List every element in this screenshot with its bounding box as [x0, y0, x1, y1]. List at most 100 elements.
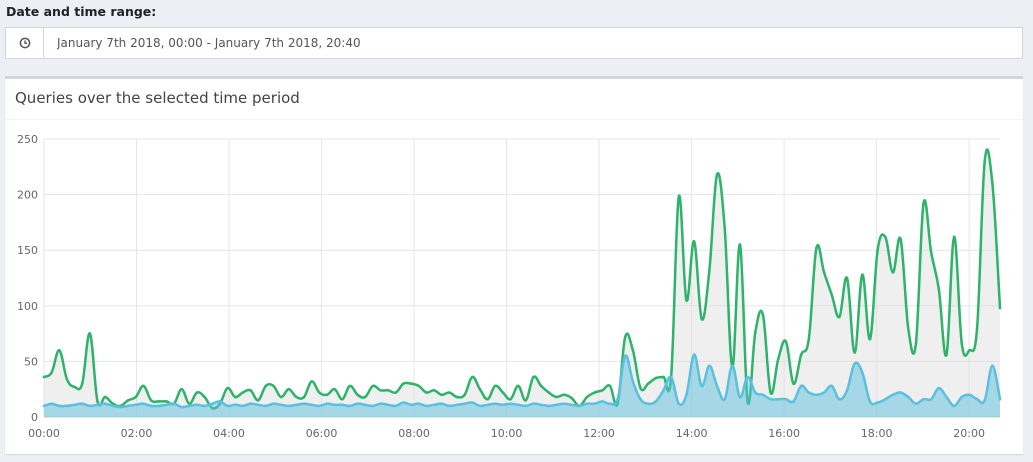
blocked-data-point [692, 353, 696, 357]
x-tick-label: 08:00 [398, 427, 430, 440]
total-data-point [165, 400, 168, 403]
blocked-data-point [386, 403, 390, 407]
date-range-input[interactable] [44, 28, 1022, 58]
x-tick-label: 18:00 [861, 427, 893, 440]
total-data-point [646, 382, 650, 385]
total-data-point [356, 393, 359, 397]
total-data-point [96, 400, 99, 403]
total-data-point [677, 195, 681, 199]
blocked-data-point [669, 375, 673, 379]
blocked-data-point [42, 404, 46, 408]
x-tick-label: 02:00 [121, 427, 153, 440]
blocked-data-point [180, 405, 183, 409]
total-data-point [899, 237, 902, 241]
total-data-point [279, 395, 283, 399]
total-data-point [455, 395, 459, 399]
total-data-point [914, 342, 918, 345]
blocked-data-point [272, 402, 275, 405]
total-data-point [776, 357, 780, 361]
blocked-data-point [379, 402, 382, 405]
total-data-point [807, 337, 811, 341]
blocked-data-point [975, 397, 979, 401]
blocked-data-point [708, 364, 711, 368]
blocked-data-point [723, 397, 726, 401]
blocked-data-point [448, 404, 451, 408]
total-data-point [203, 395, 206, 399]
blocked-data-point [440, 402, 443, 405]
blocked-data-point [256, 403, 260, 407]
clock-icon [19, 37, 30, 49]
blocked-data-point [432, 403, 436, 407]
blocked-data-point [50, 402, 53, 405]
blocked-data-point [455, 403, 459, 407]
total-data-point [325, 393, 329, 397]
queries-chart[interactable]: 0 50 100 150 200 250 00:00 02:00 04:00 06:00 08:00… [5, 79, 1023, 454]
blocked-data-point [195, 403, 199, 407]
total-data-point [738, 243, 742, 246]
blocked-data-point [73, 403, 76, 407]
blocked-data-point [103, 402, 107, 405]
blocked-data-point [203, 404, 206, 408]
blocked-data-point [149, 404, 153, 408]
total-data-point [103, 395, 107, 399]
blocked-data-point [325, 402, 329, 405]
total-data-point [868, 337, 872, 341]
total-data-point [463, 393, 466, 397]
total-data-point [241, 391, 245, 394]
total-data-point [830, 293, 834, 296]
total-data-point [998, 306, 1002, 310]
blocked-data-point [853, 362, 856, 365]
blocked-data-point [623, 354, 627, 358]
blocked-data-point [279, 403, 283, 407]
blocked-data-point [585, 402, 589, 405]
blocked-data-point [356, 402, 359, 405]
total-data-point [425, 391, 428, 394]
total-data-point [692, 240, 696, 243]
blocked-data-point [501, 403, 505, 407]
blocked-data-point [799, 384, 803, 388]
x-tick-label: 16:00 [768, 427, 800, 440]
total-data-point [929, 251, 933, 254]
blocked-data-point [899, 391, 902, 394]
blocked-data-point [891, 393, 895, 397]
date-range-picker[interactable] [5, 27, 1023, 59]
total-data-point [968, 348, 971, 352]
blocked-data-point [363, 403, 367, 407]
total-data-point [340, 397, 344, 401]
total-data-point [601, 389, 604, 392]
total-data-point [822, 271, 826, 274]
total-data-point [952, 235, 956, 239]
blocked-data-point [715, 384, 719, 388]
total-data-point [991, 182, 994, 185]
blocked-data-point [960, 395, 964, 399]
blocked-data-point [769, 397, 772, 401]
blocked-data-point [906, 395, 910, 399]
total-data-point [639, 386, 642, 390]
total-data-point [264, 384, 268, 388]
x-tick-label: 04:00 [213, 427, 245, 440]
date-range-addon[interactable] [6, 28, 44, 58]
total-data-point [42, 375, 46, 379]
blocked-data-point [188, 404, 191, 408]
x-tick-label: 14:00 [676, 427, 708, 440]
total-data-point [555, 395, 558, 399]
y-tick-label: 0 [31, 411, 38, 424]
blocked-data-point [868, 400, 872, 403]
blocked-data-point [639, 397, 642, 401]
blocked-data-point [654, 400, 658, 403]
blocked-data-point [425, 404, 428, 408]
total-data-point [134, 395, 138, 399]
blocked-data-point [753, 391, 757, 394]
y-tick-label: 100 [17, 300, 38, 313]
blocked-data-point [685, 393, 688, 397]
blocked-data-point [478, 404, 482, 408]
total-data-point [769, 391, 772, 394]
total-data-point [50, 371, 53, 374]
total-data-point [723, 226, 726, 230]
blocked-data-point [945, 395, 948, 399]
blocked-data-point [746, 375, 749, 379]
blocked-data-point [287, 404, 291, 408]
date-range-label: Date and time range: [6, 4, 157, 19]
x-tick-label: 00:00 [28, 427, 60, 440]
y-tick-label: 250 [17, 133, 38, 146]
